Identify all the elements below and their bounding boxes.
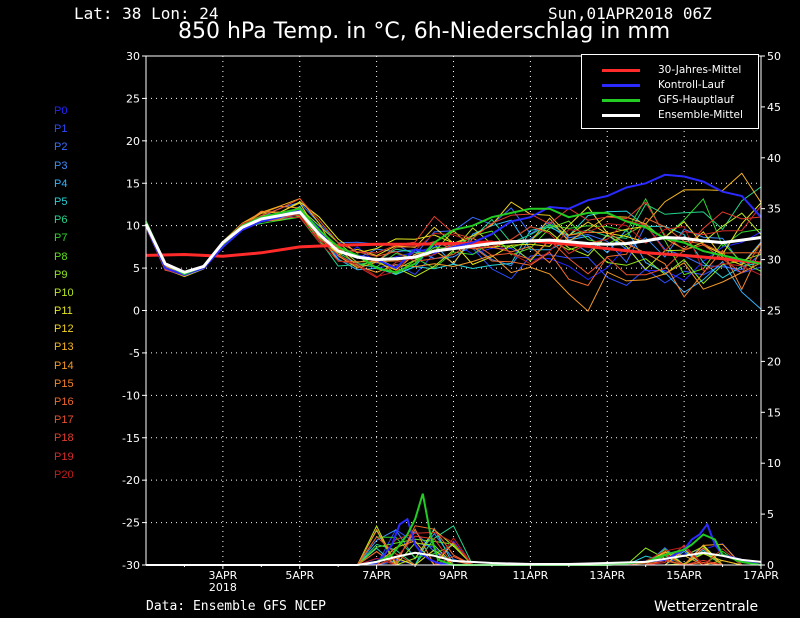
member-label: P10 [54,286,74,299]
x-tick-label: 7APR [362,569,391,582]
legend: 30-Jahres-Mittel Kontroll-Lauf GFS-Hauptla… [581,54,759,129]
member-label: P18 [54,432,74,445]
lat-lon-label: Lat: 38 Lon: 24 [74,4,219,23]
precip-series-line [146,551,762,566]
axis-layer: -30 -25 -20 -15 -10 -5 0 5 10 15 20 25 30 0 5 10 15 20 25 3… [122,50,781,594]
member-label: P3 [54,159,68,172]
member-label: P7 [54,232,68,245]
right-tick-label: 50 [767,50,781,63]
legend-swatch [602,98,640,102]
temperature-series-line [144,210,762,274]
legend-swatch [602,68,640,72]
x-tick-year: 2018 [209,581,237,594]
left-tick-label: -25 [122,517,140,530]
ensemble-member-line [145,206,762,310]
left-tick-label: -20 [122,474,140,487]
x-tick-label: 13APR [589,569,625,582]
brand-label: Wetterzentrale [654,599,759,615]
member-label: P11 [54,305,73,318]
legend-swatch [602,113,640,117]
temperature-series-line [145,173,762,276]
member-label: P9 [54,268,68,281]
temperature-series-line [145,239,762,265]
legend-label: GFS-Hauptlauf [658,94,734,106]
grid-layer [146,56,761,565]
right-tick-label: 30 [767,254,781,267]
left-tick-label: -15 [122,432,140,445]
left-tick-label: 30 [126,50,140,63]
right-tick-label: 20 [767,355,781,368]
left-tick-label: -30 [122,559,140,572]
member-label: P17 [54,414,74,427]
member-label: P6 [54,214,68,227]
plot-frame [145,55,762,566]
x-tick-label: 15APR [666,569,702,582]
member-label: P5 [54,195,68,208]
left-tick-label: 25 [126,92,140,105]
left-tick-label: 5 [133,262,140,275]
member-label: P2 [54,141,68,154]
member-label: P4 [54,177,68,190]
left-tick-label: 15 [126,177,140,190]
data-source-label: Data: Ensemble GFS NCEP [146,599,327,614]
member-label: P12 [54,323,74,336]
x-tick-label: 9APR [439,569,468,582]
ensemble-precip-line [146,529,761,566]
member-label: P19 [54,450,74,463]
x-tick-label: 3APR [208,569,237,582]
right-tick-label: 45 [767,101,781,114]
left-tick-label: 20 [126,135,140,148]
right-tick-label: 35 [767,203,781,216]
member-label: P8 [54,250,68,263]
member-label: P15 [54,377,74,390]
legend-swatch [602,83,640,87]
legend-entry: GFS-Hauptlauf [602,94,734,106]
chart-title: 850 hPa Temp. in °C, 6h-Niederschlag in … [178,19,671,44]
left-tick-label: 0 [133,305,140,318]
left-tick-label: 10 [126,220,140,233]
right-tick-label: 40 [767,152,781,165]
legend-label: Ensemble-Mittel [658,109,743,121]
x-tick-label: 17APR [743,569,779,582]
legend-entry: 30-Jahres-Mittel [602,64,741,76]
member-label: P16 [54,396,74,408]
ensemble-member-line [145,205,762,312]
left-tick-label: -5 [129,347,140,360]
member-list: P0 P1 P2 P3 P4 P5 P6 P7 P8 P9 P10 P11 P12 P13 P14 P15 P1… [54,102,104,484]
legend-entry: Ensemble-Mittel [602,109,743,121]
right-tick-label: 0 [767,559,774,572]
right-tick-label: 25 [767,305,781,318]
ensemble-member-line [145,172,762,274]
member-label: P0 [54,105,68,117]
member-label: P13 [54,341,74,354]
x-tick-label: 11APR [512,569,548,582]
member-label: P14 [54,359,74,372]
member-label: P20 [54,468,74,481]
right-tick-label: 5 [767,508,774,521]
temperature-series-line [145,207,762,276]
left-tick-label: -10 [122,389,140,402]
legend-label: Kontroll-Lauf [658,79,725,91]
x-tick-label: 5APR [285,569,314,582]
legend-entry: Kontroll-Lauf [602,79,724,91]
member-label: P1 [54,123,68,136]
run-date-label: Sun,01APR2018 06Z [548,4,712,23]
right-tick-label: 15 [767,406,781,419]
legend-label: 30-Jahres-Mittel [658,64,742,76]
right-tick-label: 10 [767,457,781,470]
